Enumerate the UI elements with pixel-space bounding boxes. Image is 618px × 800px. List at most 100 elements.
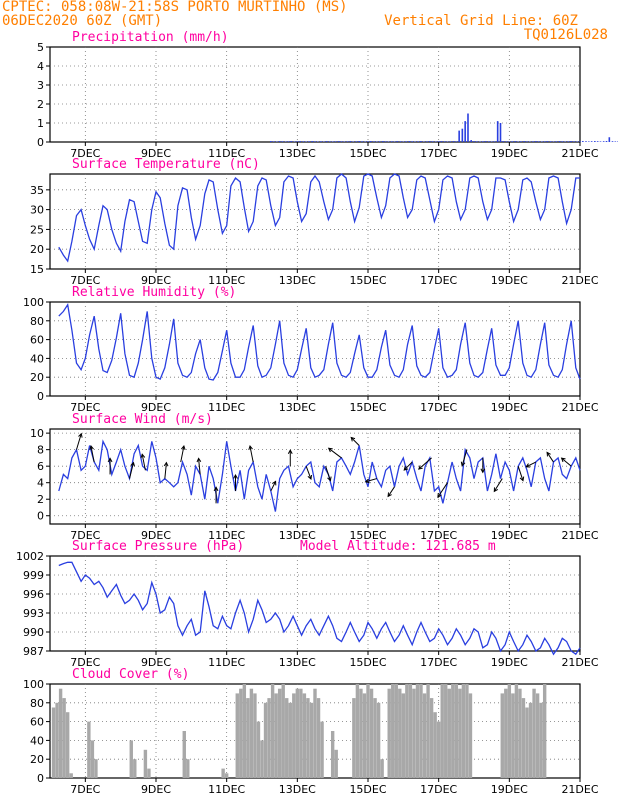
- precip-bar-85: [520, 141, 522, 142]
- wind-arrow-head-18: [387, 492, 392, 498]
- temp-series-line: [58, 173, 580, 263]
- wind-arrow-11: [270, 481, 277, 492]
- cloud-bar-86: [355, 684, 360, 778]
- precip-bar-64: [458, 130, 460, 142]
- precip-bar-45: [402, 141, 405, 142]
- wind-arrow-head-4: [140, 453, 146, 459]
- precip-frame: [49, 46, 581, 143]
- precip-bar-84: [517, 141, 519, 142]
- temp-ytick-label-1: 20: [30, 243, 44, 256]
- cloud-title: Cloud Cover (%): [72, 667, 189, 682]
- precip-bar-115: [608, 137, 611, 142]
- wind-arrow-head-6: [181, 444, 186, 451]
- temp-ytick-label-0: 15: [30, 263, 44, 276]
- cloud-bar-88: [362, 693, 367, 778]
- cloud-bar-70: [299, 688, 303, 778]
- cloud-xtick-label-6: 19DEC: [491, 783, 528, 796]
- precip-bar-99: [561, 141, 564, 142]
- cloud-bar-103: [415, 684, 420, 778]
- cloud-bar-112: [447, 688, 451, 778]
- precip-bar-2: [276, 141, 278, 142]
- wind-arrow-16: [350, 437, 360, 446]
- precip-bar-46: [405, 141, 407, 142]
- cloud-bar-115: [458, 688, 462, 778]
- wind-arrow-head-0: [78, 432, 83, 438]
- cloud-bar-96: [391, 684, 395, 778]
- precip-bar-93: [543, 141, 546, 142]
- precip-bar-116: [611, 141, 614, 142]
- cloud-bar-90: [369, 688, 374, 778]
- cloud-ytick-label-3: 60: [30, 716, 44, 729]
- cloud-xtick-label-2: 11DEC: [208, 783, 245, 796]
- cloud-bar-79: [330, 731, 335, 778]
- wind-arrow-head-3: [130, 461, 135, 467]
- precip-ytick-label-3: 3: [37, 79, 44, 92]
- precip-bar-104: [576, 141, 578, 142]
- cloud-bar-58: [256, 721, 261, 778]
- precip-bar-4: [281, 141, 284, 142]
- temp-xtick-label-4: 15DEC: [349, 274, 386, 287]
- precip-bar-70: [476, 141, 478, 142]
- wind-arrow-27: [546, 452, 554, 463]
- precip-bar-50: [417, 141, 419, 142]
- wind-arrow-head-2: [107, 457, 113, 463]
- cloud-bar-2: [58, 688, 63, 778]
- wind-arrow-head-25: [519, 476, 525, 482]
- precip-bar-92: [541, 141, 543, 142]
- precip-bar-72: [482, 141, 484, 142]
- cloud-bar-132: [518, 688, 522, 778]
- temp-frame: [49, 173, 581, 270]
- precip-xtick-label-3: 13DEC: [279, 147, 316, 160]
- cloud-bar-110: [440, 684, 444, 778]
- pres-series-line: [58, 561, 581, 656]
- cloud-bar-53: [239, 688, 243, 778]
- cloud-bar-128: [504, 688, 508, 778]
- cloud-bar-0: [51, 707, 56, 778]
- precip-bar-65: [461, 128, 464, 142]
- precip-bar-77: [496, 121, 499, 142]
- cloud-bar-91: [373, 698, 377, 778]
- wind-ytick-label-0: 0: [37, 510, 44, 523]
- precip-bar-49: [414, 141, 416, 142]
- pres-xtick-label-0: 7DEC: [70, 656, 100, 669]
- cloud-bar-74: [313, 688, 317, 778]
- precip-bar-37: [378, 141, 381, 142]
- cloud-bar-49: [224, 773, 229, 778]
- cloud-xtick-label-7: 21DEC: [561, 783, 598, 796]
- precip-bar-78: [499, 123, 502, 142]
- precip-bar-20: [329, 141, 331, 142]
- precip-bar-29: [355, 141, 358, 142]
- cloud-xtick-label-3: 13DEC: [279, 783, 316, 796]
- wind-arrow-head-14: [327, 476, 332, 482]
- wind-arrow-head-24: [493, 487, 499, 493]
- wind-series-line: [58, 439, 581, 512]
- precip-bar-110: [594, 141, 596, 142]
- precip-bar-74: [488, 141, 490, 142]
- precip-title: Precipitation (mm/h): [72, 30, 229, 45]
- precip-bar-47: [408, 141, 411, 142]
- rh-series-line: [58, 303, 581, 381]
- cloud-bar-11: [90, 740, 95, 778]
- wind-arrow-25: [517, 466, 524, 481]
- precip-bar-94: [546, 141, 549, 142]
- precip-bar-24: [340, 141, 343, 142]
- cloud-xtick-label-4: 15DEC: [349, 783, 386, 796]
- cloud-bar-137: [535, 693, 540, 778]
- cloud-bar-55: [246, 698, 250, 778]
- wind-ytick-label-2: 4: [37, 477, 44, 490]
- cloud-bar-56: [249, 688, 254, 778]
- cloud-bar-97: [394, 684, 398, 778]
- precip-bar-87: [526, 141, 528, 142]
- cloud-bar-76: [320, 721, 324, 778]
- pres-xtick-label-4: 15DEC: [349, 656, 386, 669]
- cloud-ytick-label-4: 80: [30, 697, 44, 710]
- temp-xtick-label-0: 7DEC: [70, 274, 100, 287]
- cloud-bar-130: [511, 693, 515, 778]
- cloud-bar-134: [525, 707, 529, 778]
- cloud-bar-133: [521, 698, 526, 778]
- cloud-bar-73: [309, 702, 314, 778]
- temp-xtick-label-1: 9DEC: [141, 274, 171, 287]
- rh-ytick-label-0: 0: [37, 390, 44, 403]
- precip-bar-55: [431, 141, 434, 142]
